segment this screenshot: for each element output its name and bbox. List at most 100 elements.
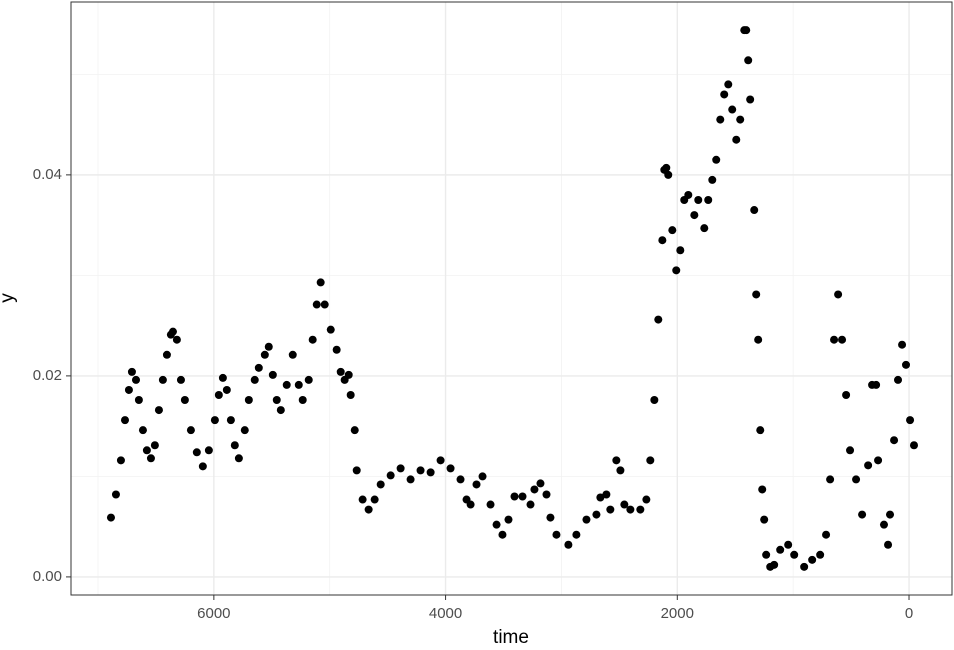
point [260,350,269,359]
point [760,515,769,524]
point [646,456,655,465]
point [890,436,899,445]
point [131,375,140,384]
point [336,367,345,376]
point [658,236,667,245]
point [790,550,799,559]
point [276,406,285,415]
point [752,290,761,299]
x-tick-label: 2000 [661,605,694,622]
point [116,456,125,465]
point [650,396,659,405]
point [872,380,881,389]
point [612,456,621,465]
point [672,266,681,275]
point [690,211,699,220]
point [906,416,915,425]
point [756,426,765,435]
point [172,335,181,344]
point [308,335,317,344]
point [466,500,475,509]
point [320,300,329,309]
y-tick-label: 0.02 [33,367,62,384]
point [776,545,785,554]
point [134,396,143,405]
point [376,480,385,489]
point [620,500,629,509]
point [864,461,873,470]
point [504,515,513,524]
point [230,441,239,450]
point [742,26,751,35]
point [826,475,835,484]
point [720,90,729,99]
point [596,493,605,502]
point [244,396,253,405]
point [168,327,177,336]
point [700,224,709,233]
point [240,426,249,435]
point [456,475,465,484]
point [111,490,120,499]
point [909,441,918,450]
point [852,475,861,484]
point [472,480,481,489]
point [498,530,507,539]
point [830,335,839,344]
point [250,375,259,384]
point [138,426,147,435]
point [592,510,601,519]
point [344,370,353,379]
point [708,175,717,184]
point [858,510,867,519]
point [282,380,291,389]
point [510,492,519,501]
point [218,373,227,382]
point [346,390,355,399]
point [288,350,297,359]
point [226,416,235,425]
point [704,196,713,205]
point [724,80,733,89]
point [902,360,911,369]
point [616,466,625,475]
point [304,375,313,384]
point [642,495,651,504]
point [564,540,573,549]
point [732,135,741,144]
point [350,426,359,435]
point [180,396,189,405]
point [898,340,907,349]
point [268,370,277,379]
point [894,375,903,384]
y-tick-label: 0.04 [33,166,62,183]
point [758,485,767,494]
point [406,475,415,484]
point [822,530,831,539]
point [436,456,445,465]
point [446,464,455,473]
point [326,325,335,334]
point [358,495,367,504]
point [874,456,883,465]
point [294,380,303,389]
point [800,562,809,571]
point [716,115,725,124]
point [486,500,495,509]
point [142,446,151,455]
point [842,390,851,399]
point [750,206,759,215]
point [158,375,167,384]
point [746,95,755,104]
point [712,155,721,164]
point [316,278,325,287]
point [298,396,307,405]
point [846,446,855,455]
x-tick-label: 0 [905,605,913,622]
point [676,246,685,255]
point [770,560,779,569]
point [808,555,817,564]
point [146,454,155,463]
point [198,462,207,471]
point [150,441,159,450]
